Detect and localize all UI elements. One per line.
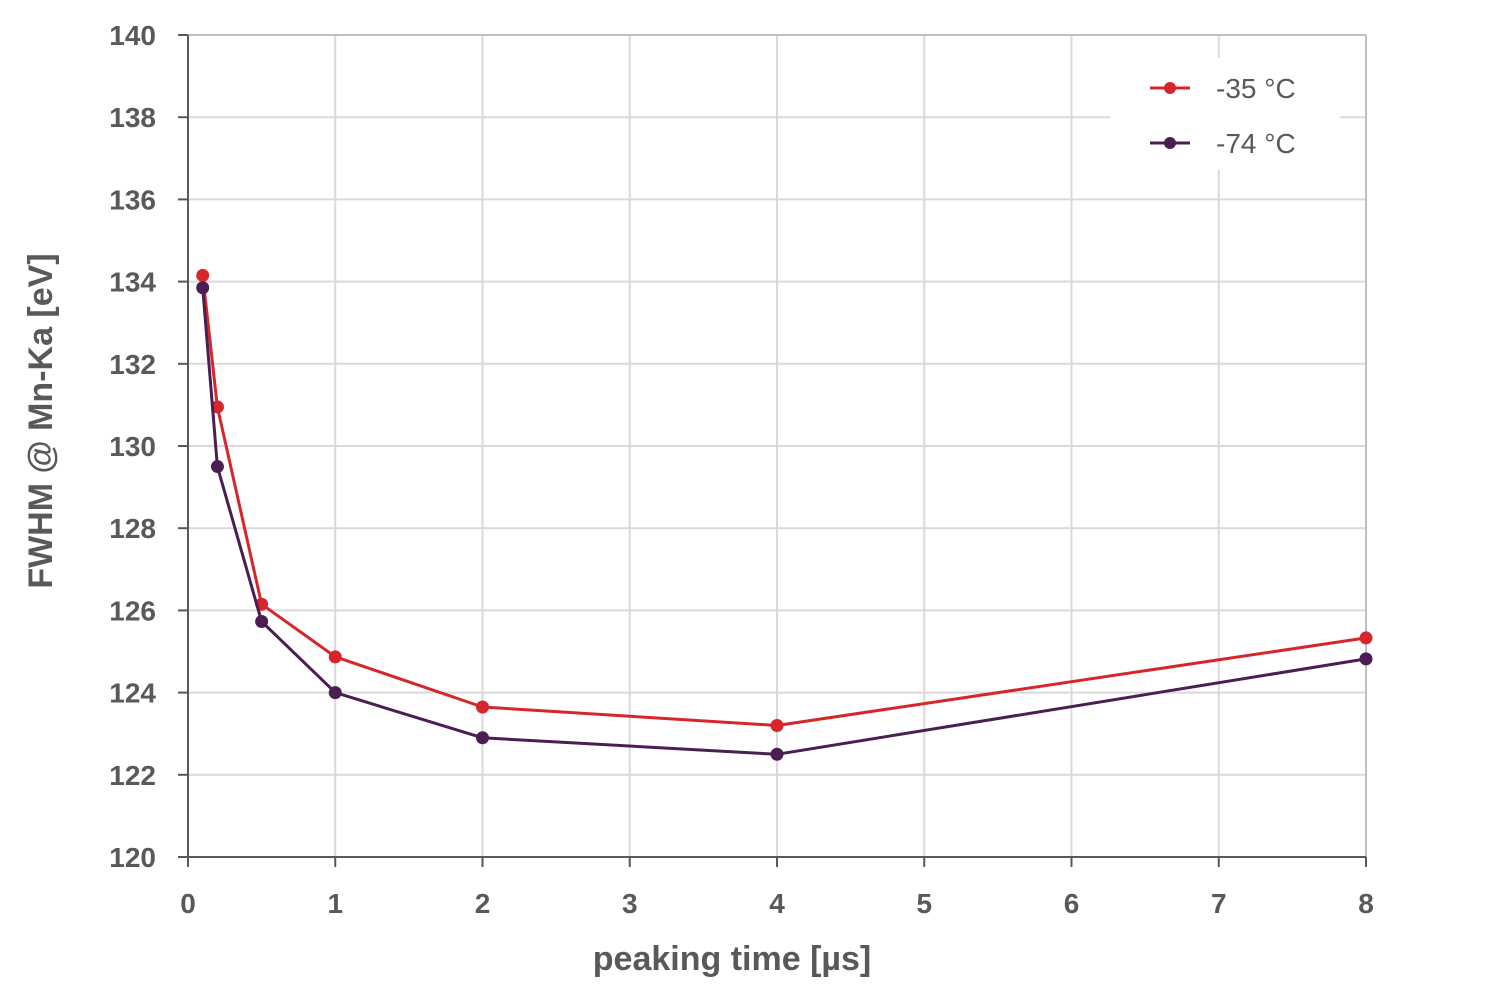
x-tick-label: 3 [622,888,638,919]
y-tick-label: 120 [109,842,156,873]
y-tick-label: 132 [109,349,156,380]
axes [178,34,1367,867]
y-tick-label: 138 [109,102,156,133]
series-line [201,275,1367,727]
series-line [201,287,1367,756]
y-tick-label: 126 [109,595,156,626]
data-point [328,686,342,700]
x-tick-label: 5 [916,888,932,919]
x-tick-label: 2 [475,888,491,919]
data-point [196,268,210,282]
x-tick-label: 0 [180,888,196,919]
data-point [1359,652,1373,666]
data-point [1359,631,1373,645]
legend-label-series-2: -74 °C [1216,128,1296,159]
legend-marker-series-2 [1164,137,1176,149]
x-tick-labels: 0 1 2 3 4 5 6 7 8 [180,888,1374,919]
legend-label-series-1: -35 °C [1216,73,1296,104]
data-point [196,281,210,295]
data-point [770,747,784,761]
series-2 [196,281,1373,761]
x-tick-label: 6 [1064,888,1080,919]
legend-background [1110,58,1340,170]
x-tick-label: 7 [1211,888,1227,919]
x-tick-label: 1 [327,888,343,919]
y-tick-labels: 120 122 124 126 128 130 132 134 136 138 140 [109,20,156,873]
y-axis-title: FWHM @ Mn-Ka [eV] [22,253,60,588]
legend-marker-series-1 [1164,82,1176,94]
y-tick-label: 134 [109,267,156,298]
y-tick-label: 128 [109,513,156,544]
data-point [255,614,269,628]
data-point [770,718,784,732]
y-tick-label: 140 [109,20,156,51]
x-tick-label: 8 [1358,888,1374,919]
data-point [328,650,342,664]
y-tick-label: 130 [109,431,156,462]
data-point [210,460,224,474]
series-1 [196,268,1373,732]
y-tick-label: 136 [109,184,156,215]
x-axis-title: peaking time [µs] [593,940,871,978]
y-tick-label: 124 [109,678,156,709]
series [196,268,1373,761]
legend: -35 °C -74 °C [1110,58,1340,170]
data-point [476,731,489,745]
y-tick-label: 122 [109,760,156,791]
x-tick-label: 4 [769,888,785,919]
data-point [476,700,489,714]
